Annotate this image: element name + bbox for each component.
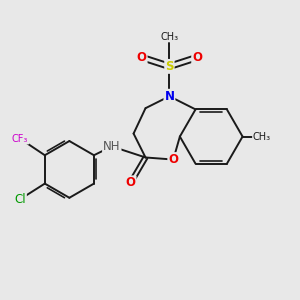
Text: N: N [164,90,174,103]
Text: NH: NH [103,140,121,153]
Text: S: S [165,60,174,73]
Text: O: O [168,153,178,166]
Text: CH₃: CH₃ [160,32,178,41]
Text: O: O [136,51,147,64]
Text: O: O [192,51,202,64]
Text: CH₃: CH₃ [253,132,271,142]
Text: O: O [126,176,136,189]
Text: Cl: Cl [14,193,26,206]
Text: CF₃: CF₃ [12,134,28,144]
